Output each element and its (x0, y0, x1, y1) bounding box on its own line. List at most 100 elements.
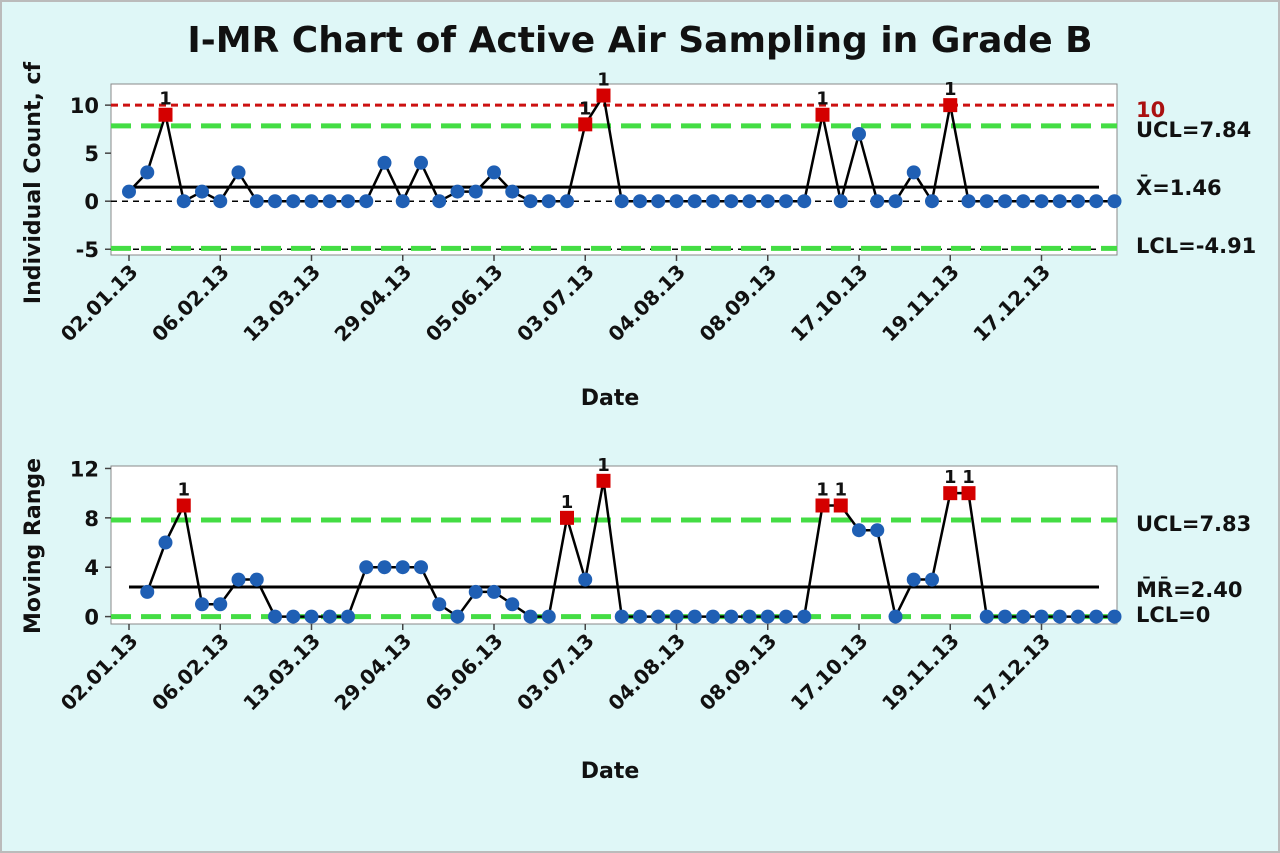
individual-data-point (304, 194, 319, 209)
mr-ytick-label: 4 (84, 556, 99, 580)
mr-data-point (487, 584, 501, 599)
mr-flagged-point (596, 473, 611, 488)
individual-data-point (706, 194, 720, 209)
mr-data-point (341, 609, 355, 624)
mr-data-point (195, 597, 209, 612)
individual-data-point (852, 126, 866, 141)
individual-flagged-point (815, 107, 830, 122)
mr-flagged-point (176, 498, 191, 513)
individual-data-point (195, 184, 209, 199)
individual-data-point (541, 194, 556, 209)
mr-data-point (760, 609, 775, 624)
individual-data-point (122, 184, 136, 199)
mr-data-point (1107, 609, 1122, 624)
individual-flag-label: 1 (597, 70, 610, 91)
individual-flag-label: 1 (579, 98, 592, 119)
individual-data-point (468, 184, 483, 199)
mr-data-point (158, 535, 173, 550)
mr-data-point (852, 523, 866, 538)
individual-data-point (797, 194, 812, 209)
mr-flag-label: 1 (816, 480, 829, 501)
mr-data-point (669, 609, 684, 624)
individual-data-point (341, 194, 355, 209)
mr-flag-label: 1 (962, 467, 975, 488)
individual-data-point (961, 194, 976, 209)
mr-data-point (724, 609, 739, 624)
mr-data-point (432, 597, 447, 612)
mr-data-point (468, 584, 483, 599)
individual-data-point (322, 194, 337, 209)
mr-data-point (888, 609, 903, 624)
mr-data-point (450, 609, 465, 624)
individual-flag-label: 1 (944, 79, 957, 100)
mr-flag-label: 1 (944, 467, 957, 488)
mr-data-point (1089, 609, 1104, 624)
individual-data-point (1016, 194, 1031, 209)
individual-ytick-label: 10 (70, 94, 99, 118)
individual-data-point (487, 165, 501, 180)
individual-data-point (377, 155, 392, 170)
individual-lcl-label: LCL=-4.91 (1136, 234, 1256, 258)
mr-ytick-label: 0 (84, 606, 99, 630)
mr-flag-label: 1 (177, 480, 190, 501)
mr-data-point (651, 609, 666, 624)
individual-plot-area (110, 83, 1118, 256)
mr-data-point (687, 609, 702, 624)
mr-data-point (779, 609, 793, 624)
individual-data-point (833, 194, 848, 209)
individual-data-point (286, 194, 301, 209)
mr-data-point (906, 572, 921, 587)
individual-data-point (614, 194, 629, 209)
individual-data-point (779, 194, 793, 209)
individual-data-point (268, 194, 282, 209)
mr-flag-label: 1 (561, 492, 574, 513)
mr-flagged-point (815, 498, 830, 513)
individual-data-point (1107, 194, 1122, 209)
individual-data-point (1071, 194, 1085, 209)
individual-data-point (998, 194, 1012, 209)
mr-data-point (505, 597, 520, 612)
mr-flagged-point (560, 510, 574, 525)
individual-data-point (231, 165, 246, 180)
individual-data-point (925, 194, 939, 209)
individual-data-point (687, 194, 702, 209)
mr-ylabel: Moving Range (21, 458, 46, 634)
mr-data-point (742, 609, 757, 624)
individual-center-label: X̄=1.46 (1136, 175, 1222, 200)
mr-data-point (268, 609, 282, 624)
individual-flag-label: 1 (159, 89, 172, 110)
mr-data-point (797, 609, 812, 624)
mr-data-point (870, 523, 885, 538)
mr-lcl-label: LCL=0 (1136, 603, 1210, 627)
mr-data-point (614, 609, 629, 624)
mr-flag-label: 1 (597, 455, 610, 476)
mr-data-point (578, 572, 593, 587)
individual-ytick-label: -5 (76, 238, 99, 262)
mr-data-point (1034, 609, 1049, 624)
mr-data-point (523, 609, 538, 624)
mr-data-point (286, 609, 301, 624)
individual-data-point (651, 194, 666, 209)
mr-data-point (633, 609, 647, 624)
mr-xlabel: Date (581, 759, 640, 784)
individual-data-point (1034, 194, 1049, 209)
individual-ylabel: Individual Count, cf (21, 61, 46, 304)
mr-data-point (1052, 609, 1067, 624)
individual-data-point (395, 194, 410, 209)
mr-data-point (304, 609, 319, 624)
individual-data-point (669, 194, 684, 209)
individual-ytick-label: 5 (84, 142, 99, 166)
individual-flagged-point (943, 98, 958, 113)
mr-data-point (231, 572, 246, 587)
mr-flagged-point (943, 486, 958, 501)
individual-data-point (979, 194, 994, 209)
mr-data-point (1071, 609, 1085, 624)
chart-title: I-MR Chart of Active Air Sampling in Gra… (187, 20, 1092, 61)
individual-data-point (505, 184, 520, 199)
individual-data-point (724, 194, 739, 209)
individual-data-point (523, 194, 538, 209)
mr-data-point (706, 609, 720, 624)
individual-spec-label: 10 (1136, 98, 1165, 122)
individual-data-point (414, 155, 428, 170)
